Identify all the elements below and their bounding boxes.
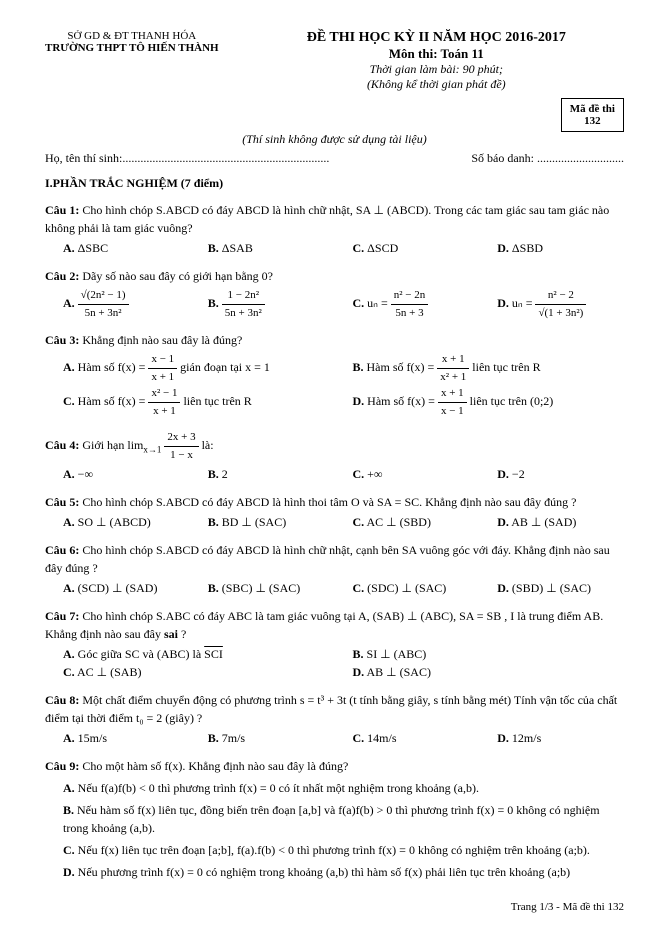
q2-label: Câu 2:	[45, 269, 79, 283]
q5-c: C. AC ⊥ (SBD)	[335, 513, 480, 531]
q1-text: Cho hình chóp S.ABCD có đáy ABCD là hình…	[45, 203, 609, 235]
q5-text: Cho hình chóp S.ABCD có đáy ABCD là hình…	[82, 495, 576, 509]
q3-label: Câu 3:	[45, 333, 79, 347]
q8-d: D. 12m/s	[479, 729, 624, 747]
q2-options: A. √(2n² − 1)5n + 3n² B. 1 − 2n²5n + 3n²…	[45, 287, 624, 321]
id-label: Số báo danh: ...........................…	[471, 151, 624, 166]
q7-c: C. AC ⊥ (SAB)	[45, 663, 335, 681]
page-footer: Trang 1/3 - Mã đề thi 132	[45, 901, 624, 913]
question-6: Câu 6: Cho hình chóp S.ABCD có đáy ABCD …	[45, 541, 624, 597]
q5-a: A. SO ⊥ (ABCD)	[45, 513, 190, 531]
q1-b: B. ΔSAB	[190, 239, 335, 257]
page-header: SỞ GD & ĐT THANH HÓA TRƯỜNG THPT TÔ HIẾN…	[45, 30, 624, 92]
q9-text: Cho một hàm số f(x). Khẳng định nào sau …	[82, 759, 348, 773]
q9-label: Câu 9:	[45, 759, 79, 773]
q5-b: B. BD ⊥ (SAC)	[190, 513, 335, 531]
duration: Thời gian làm bài: 90 phút;	[249, 62, 624, 77]
header-left: SỞ GD & ĐT THANH HÓA TRƯỜNG THPT TÔ HIẾN…	[45, 30, 219, 92]
q5-options: A. SO ⊥ (ABCD) B. BD ⊥ (SAC) C. AC ⊥ (SB…	[45, 513, 624, 531]
q3-c: C. Hàm số f(x) = x² − 1x + 1 liên tục tr…	[45, 385, 335, 419]
q2-c: C. uₙ = n² − 2n5n + 3	[335, 287, 480, 321]
question-3: Câu 3: Khẳng định nào sau đây là đúng? A…	[45, 331, 624, 419]
q6-options: A. (SCD) ⊥ (SAD) B. (SBC) ⊥ (SAC) C. (SD…	[45, 579, 624, 597]
q9-c: C. Nếu f(x) liên tục trên đoạn [a;b], f(…	[45, 841, 624, 859]
q1-c: C. ΔSCD	[335, 239, 480, 257]
q2-a: A. √(2n² − 1)5n + 3n²	[45, 287, 190, 321]
q9-b: B. Nếu hàm số f(x) liên tục, đồng biến t…	[45, 801, 624, 837]
instruction: (Thí sinh không được sử dụng tài liệu)	[45, 132, 624, 147]
code-number: 132	[570, 115, 615, 127]
q6-label: Câu 6:	[45, 543, 79, 557]
code-label: Mã đề thi	[570, 103, 615, 115]
q6-text: Cho hình chóp S.ABCD có đáy ABCD là hình…	[45, 543, 610, 575]
q1-a: A. ΔSBC	[45, 239, 190, 257]
question-9: Câu 9: Cho một hàm số f(x). Khẳng định n…	[45, 757, 624, 881]
q7-a: A. Góc giữa SC và (ABC) là SCI	[45, 645, 335, 663]
header-right: ĐỀ THI HỌC KỲ II NĂM HỌC 2016-2017 Môn t…	[249, 30, 624, 92]
q2-text: Dãy số nào sau đây có giới hạn bằng 0?	[82, 269, 273, 283]
school-name: TRƯỜNG THPT TÔ HIẾN THÀNH	[45, 42, 219, 54]
question-4: Câu 4: Giới hạn limx→1 2x + 31 − x là: A…	[45, 429, 624, 483]
q9-a: A. Nếu f(a)f(b) < 0 thì phương trình f(x…	[45, 779, 624, 797]
q6-b: B. (SBC) ⊥ (SAC)	[190, 579, 335, 597]
q6-a: A. (SCD) ⊥ (SAD)	[45, 579, 190, 597]
q8-text: Một chất điểm chuyển động có phương trìn…	[45, 693, 617, 725]
question-7: Câu 7: Cho hình chóp S.ABC có đáy ABC là…	[45, 607, 624, 681]
q8-c: C. 14m/s	[335, 729, 480, 747]
q1-options: A. ΔSBC B. ΔSAB C. ΔSCD D. ΔSBD	[45, 239, 624, 257]
q4-pre: Giới hạn	[82, 438, 127, 452]
q3-d: D. Hàm số f(x) = x + 1x − 1 liên tục trê…	[335, 385, 625, 419]
q4-d: D. −2	[479, 465, 624, 483]
q8-a: A. 15m/s	[45, 729, 190, 747]
question-2: Câu 2: Dãy số nào sau đây có giới hạn bằ…	[45, 267, 624, 321]
q7-d: D. AB ⊥ (SAC)	[335, 663, 625, 681]
q4-label: Câu 4:	[45, 438, 79, 452]
q8-label: Câu 8:	[45, 693, 79, 707]
exam-code-box: Mã đề thi 132	[561, 98, 624, 132]
q8-b: B. 7m/s	[190, 729, 335, 747]
q2-d: D. uₙ = n² − 2√(1 + 3n²)	[479, 287, 624, 321]
question-5: Câu 5: Cho hình chóp S.ABCD có đáy ABCD …	[45, 493, 624, 531]
q4-options: A. −∞ B. 2 C. +∞ D. −2	[45, 465, 624, 483]
q3-b: B. Hàm số f(x) = x + 1x² + 1 liên tục tr…	[335, 351, 625, 385]
subject: Môn thi: Toán 11	[249, 46, 624, 62]
department: SỞ GD & ĐT THANH HÓA	[45, 30, 219, 42]
q3-a: A. Hàm số f(x) = x − 1x + 1 gián đoạn tạ…	[45, 351, 335, 385]
q1-label: Câu 1:	[45, 203, 79, 217]
q7-b: B. SI ⊥ (ABC)	[335, 645, 625, 663]
q6-d: D. (SBD) ⊥ (SAC)	[479, 579, 624, 597]
name-label: Họ, tên thí sinh:.......................…	[45, 151, 329, 166]
exam-title: ĐỀ THI HỌC KỲ II NĂM HỌC 2016-2017	[249, 30, 624, 46]
question-1: Câu 1: Cho hình chóp S.ABCD có đáy ABCD …	[45, 201, 624, 257]
q3-text: Khẳng định nào sau đây là đúng?	[82, 333, 242, 347]
q6-c: C. (SDC) ⊥ (SAC)	[335, 579, 480, 597]
question-8: Câu 8: Một chất điểm chuyển động có phươ…	[45, 691, 624, 747]
q4-b: B. 2	[190, 465, 335, 483]
q5-label: Câu 5:	[45, 495, 79, 509]
q8-options: A. 15m/s B. 7m/s C. 14m/s D. 12m/s	[45, 729, 624, 747]
part1-title: I.PHẦN TRẮC NGHIỆM (7 điểm)	[45, 176, 624, 191]
q5-d: D. AB ⊥ (SAD)	[479, 513, 624, 531]
q9-d: D. Nếu phương trình f(x) = 0 có nghiệm t…	[45, 863, 624, 881]
q7-label: Câu 7:	[45, 609, 79, 623]
q2-b: B. 1 − 2n²5n + 3n²	[190, 287, 335, 321]
q7-options: A. Góc giữa SC và (ABC) là SCI B. SI ⊥ (…	[45, 645, 624, 681]
duration-note: (Không kể thời gian phát đề)	[249, 77, 624, 92]
q1-d: D. ΔSBD	[479, 239, 624, 257]
q4-c: C. +∞	[335, 465, 480, 483]
q4-a: A. −∞	[45, 465, 190, 483]
candidate-info: Họ, tên thí sinh:.......................…	[45, 151, 624, 166]
q3-options: A. Hàm số f(x) = x − 1x + 1 gián đoạn tạ…	[45, 351, 624, 419]
q7-text: Cho hình chóp S.ABC có đáy ABC là tam gi…	[45, 609, 603, 641]
